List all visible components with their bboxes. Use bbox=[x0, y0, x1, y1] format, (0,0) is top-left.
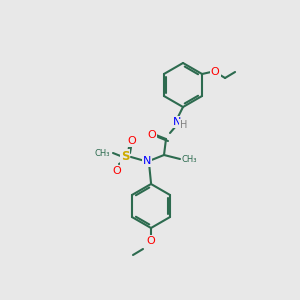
Text: CH₃: CH₃ bbox=[182, 154, 197, 164]
Text: O: O bbox=[148, 130, 156, 140]
Text: S: S bbox=[121, 151, 129, 164]
Text: O: O bbox=[128, 136, 136, 146]
Text: N: N bbox=[143, 156, 151, 166]
Text: H: H bbox=[180, 120, 188, 130]
Text: O: O bbox=[211, 67, 219, 77]
Text: O: O bbox=[147, 236, 155, 246]
Text: O: O bbox=[112, 166, 122, 176]
Text: CH₃: CH₃ bbox=[94, 148, 110, 158]
Text: N: N bbox=[173, 117, 181, 127]
